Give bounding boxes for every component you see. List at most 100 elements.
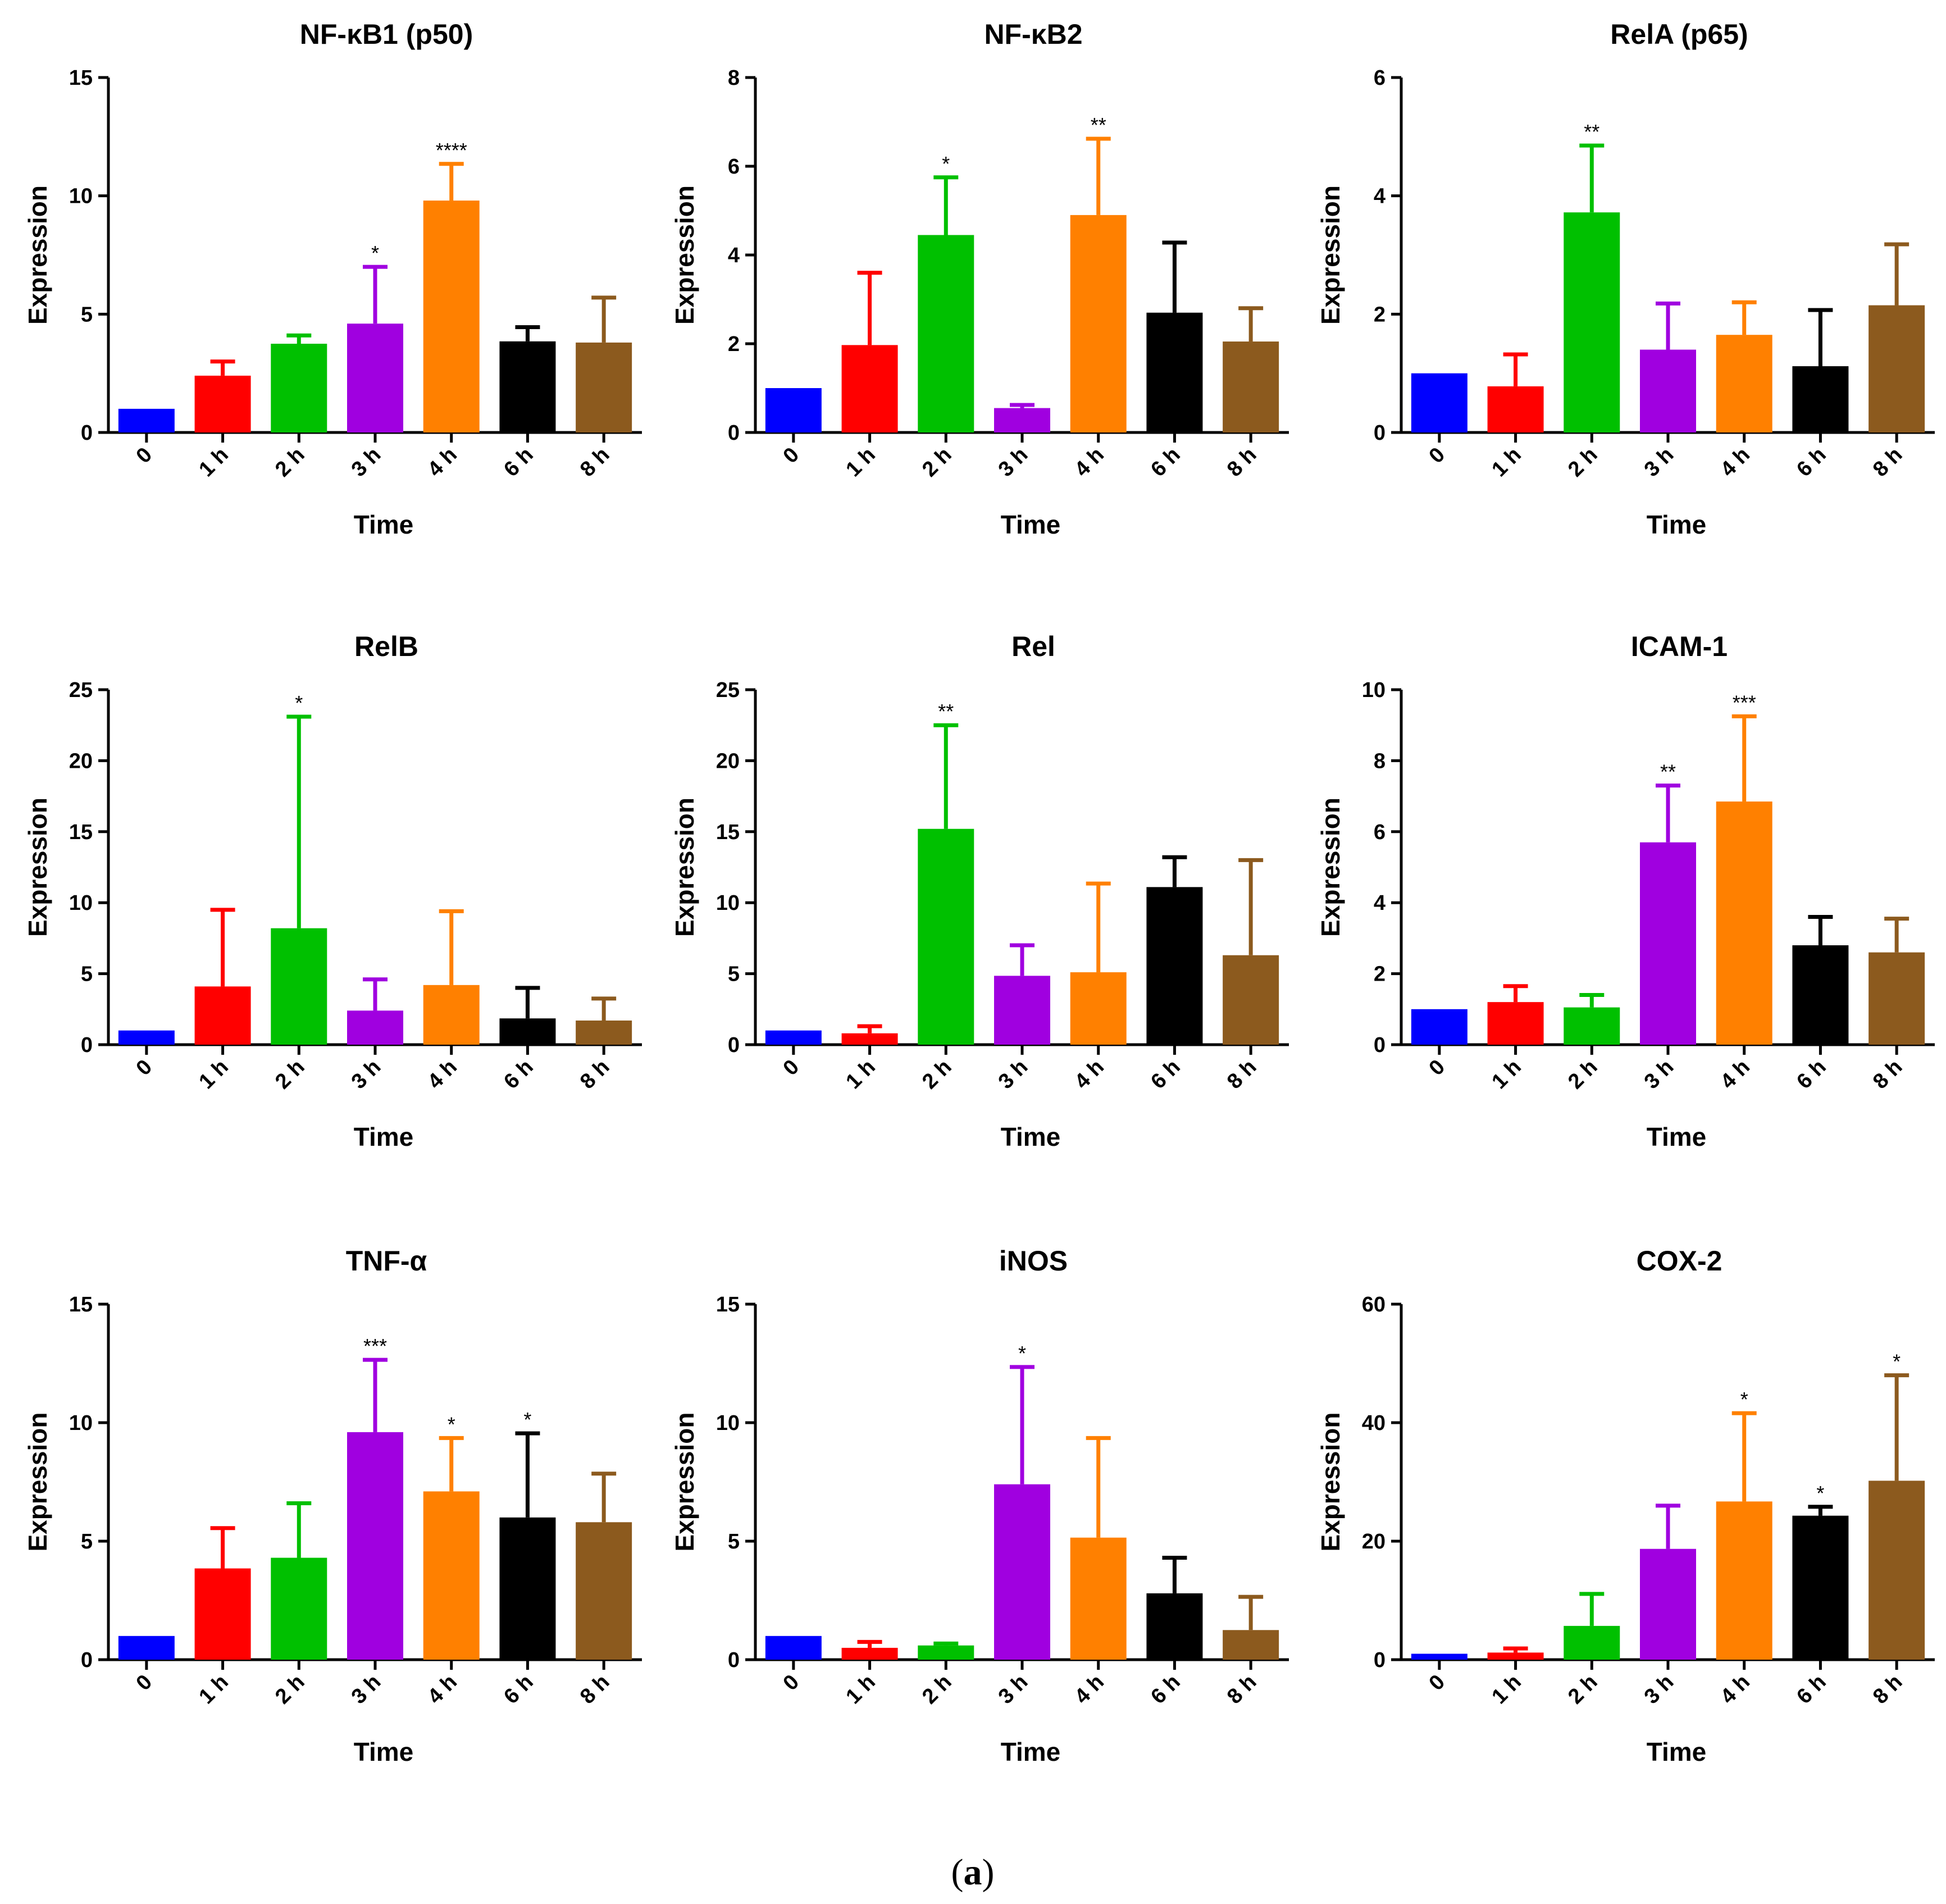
bar-4h: [423, 1491, 480, 1660]
x-tick-label: 4 h: [1716, 1055, 1755, 1094]
x-tick-label: 2 h: [271, 1055, 309, 1094]
y-tick-label: 10: [69, 1411, 93, 1435]
y-axis-label: Expression: [23, 798, 52, 937]
y-tick-label: 15: [69, 66, 93, 90]
panel-8: COX-2 0 20 40 60 Expression 0 1 h 2 h 3 h 4 h * 6 h *…: [1316, 1245, 1935, 1766]
x-tick-label: 8 h: [1223, 443, 1261, 482]
significance-label: ***: [363, 1334, 387, 1358]
y-axis-label: Expression: [670, 1413, 699, 1552]
y-axis-label: Expression: [670, 185, 699, 325]
x-tick-label: 4 h: [423, 1670, 462, 1709]
x-tick-label: 2 h: [918, 1055, 956, 1094]
x-tick-label: 1 h: [1487, 1055, 1526, 1094]
significance-label: *: [295, 691, 303, 714]
chart-panels: NF-κB1 (p50) 0 5 10 15 Expression 0 1 h 2 h 3 h * 4…: [23, 19, 1935, 1766]
x-tick-label: 4 h: [1070, 1670, 1109, 1709]
x-tick-label: 6 h: [499, 1055, 538, 1094]
x-tick-label: 2 h: [918, 443, 956, 482]
panel-title: TNF-α: [346, 1245, 427, 1277]
figure-label: (a): [951, 1852, 995, 1893]
x-tick-label: 2 h: [271, 443, 309, 482]
x-tick-label: 8 h: [1223, 1670, 1261, 1709]
bar-2h: [918, 235, 974, 432]
y-tick-label: 6: [1374, 821, 1386, 844]
bar-3h: [347, 1432, 403, 1660]
panel-title: COX-2: [1637, 1245, 1722, 1277]
y-tick-label: 25: [716, 678, 740, 702]
bar-2h: [918, 828, 974, 1045]
panel-title: NF-κB2: [984, 19, 1082, 50]
x-tick-label: 1 h: [1487, 443, 1526, 482]
panel-title: RelB: [354, 631, 418, 662]
significance-label: ****: [436, 139, 467, 162]
bar-0: [118, 1030, 175, 1045]
significance-label: *: [1816, 1482, 1824, 1505]
x-tick-label: 2 h: [1564, 1055, 1602, 1094]
bar-1h: [841, 345, 898, 432]
x-tick-label: 6 h: [1792, 1055, 1831, 1094]
y-tick-label: 15: [69, 1293, 93, 1317]
bar-1h: [841, 1647, 898, 1660]
x-axis-label: Time: [1001, 510, 1061, 539]
bar-4h: [1716, 801, 1772, 1045]
x-tick-label: 3 h: [347, 443, 386, 482]
bar-8h: [1223, 1630, 1279, 1660]
y-tick-label: 0: [81, 1033, 93, 1057]
y-tick-label: 4: [1374, 891, 1386, 915]
y-tick-label: 0: [728, 421, 740, 445]
bar-0: [1411, 1654, 1468, 1660]
x-tick-label: 3 h: [347, 1055, 386, 1094]
y-tick-label: 5: [728, 1530, 740, 1554]
bar-1h: [194, 986, 251, 1045]
panel-6: TNF-α 0 5 10 15 Expression 0 1 h 2 h 3 h *** 4 h * 6 …: [23, 1245, 642, 1766]
x-tick-label: 8 h: [576, 1670, 614, 1709]
bar-0: [118, 1636, 175, 1660]
y-tick-label: 5: [81, 1530, 93, 1554]
y-axis-label: Expression: [1316, 798, 1345, 937]
bar-6h: [1146, 1593, 1203, 1660]
x-tick-label: 4 h: [1070, 443, 1109, 482]
y-axis-label: Expression: [23, 185, 52, 325]
bar-2h: [271, 1557, 327, 1660]
x-tick-label: 2 h: [918, 1670, 956, 1709]
y-tick-label: 60: [1362, 1293, 1386, 1317]
x-tick-label: 1 h: [1487, 1670, 1526, 1709]
bar-0: [1411, 373, 1468, 432]
x-tick-label: 0: [132, 443, 157, 468]
bar-3h: [994, 408, 1050, 432]
panel-0: NF-κB1 (p50) 0 5 10 15 Expression 0 1 h 2 h 3 h * 4…: [23, 19, 642, 539]
y-tick-label: 10: [716, 1411, 740, 1435]
bar-1h: [1487, 1002, 1544, 1045]
x-axis-label: Time: [1001, 1122, 1061, 1151]
x-tick-label: 6 h: [499, 443, 538, 482]
bar-6h: [1792, 945, 1849, 1045]
x-tick-label: 6 h: [1146, 1055, 1185, 1094]
y-tick-label: 6: [1374, 66, 1386, 90]
x-tick-label: 0: [779, 1055, 804, 1081]
significance-label: *: [448, 1413, 455, 1436]
y-axis-label: Expression: [1316, 185, 1345, 325]
x-tick-label: 3 h: [1640, 1670, 1679, 1709]
x-tick-label: 2 h: [271, 1670, 309, 1709]
panel-5: ICAM-1 0 2 4 6 8 10 Expression 0 1 h 2 h 3 h ** 4 h **…: [1316, 631, 1935, 1151]
bar-3h: [1640, 1548, 1696, 1660]
y-axis-label: Expression: [670, 798, 699, 937]
bar-1h: [194, 1568, 251, 1660]
y-tick-label: 0: [1374, 421, 1386, 445]
y-tick-label: 10: [716, 891, 740, 915]
bar-0: [765, 1030, 822, 1045]
bar-8h: [1868, 952, 1925, 1045]
x-axis-label: Time: [1647, 1122, 1707, 1151]
y-tick-label: 20: [1362, 1530, 1386, 1554]
x-tick-label: 6 h: [1792, 1670, 1831, 1709]
bar-3h: [347, 324, 403, 432]
panel-7: iNOS 0 5 10 15 Expression 0 1 h 2 h 3 h * 4 h 6 h 8 h…: [670, 1245, 1289, 1766]
x-tick-label: 4 h: [423, 1055, 462, 1094]
x-tick-label: 0: [132, 1055, 157, 1081]
bar-0: [765, 388, 822, 432]
x-tick-label: 8 h: [1223, 1055, 1261, 1094]
x-tick-label: 3 h: [1640, 1055, 1679, 1094]
significance-label: *: [1893, 1350, 1901, 1373]
bar-8h: [1868, 1481, 1925, 1660]
bar-0: [765, 1636, 822, 1660]
